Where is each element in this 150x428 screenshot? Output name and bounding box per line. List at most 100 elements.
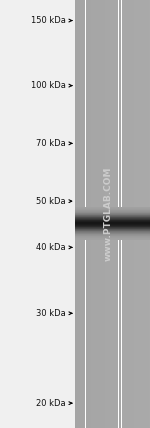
- Bar: [89, 0, 90, 428]
- Bar: [103, 0, 104, 428]
- Bar: [75, 219, 150, 220]
- Bar: [144, 0, 145, 428]
- Bar: [138, 0, 139, 428]
- Bar: [75, 210, 150, 211]
- Bar: [129, 0, 130, 428]
- Bar: [75, 0, 76, 428]
- Text: 150 kDa: 150 kDa: [31, 16, 66, 25]
- Bar: [80, 0, 81, 428]
- Bar: [75, 220, 150, 221]
- Bar: [147, 0, 148, 428]
- Bar: [0, 0, 75, 428]
- Bar: [79, 0, 80, 428]
- Bar: [75, 209, 150, 210]
- Bar: [117, 0, 118, 428]
- Text: 20 kDa: 20 kDa: [36, 398, 66, 408]
- Bar: [75, 207, 150, 208]
- Text: 30 kDa: 30 kDa: [36, 309, 66, 318]
- Bar: [75, 238, 150, 239]
- Bar: [83, 0, 84, 428]
- Bar: [99, 0, 100, 428]
- Bar: [120, 0, 121, 428]
- Text: 50 kDa: 50 kDa: [36, 196, 66, 206]
- Bar: [93, 0, 94, 428]
- Bar: [75, 230, 150, 231]
- Bar: [75, 217, 150, 218]
- Bar: [137, 0, 138, 428]
- Bar: [96, 0, 97, 428]
- Bar: [75, 226, 150, 227]
- Bar: [114, 0, 115, 428]
- Bar: [149, 0, 150, 428]
- Bar: [92, 0, 93, 428]
- Bar: [75, 213, 150, 214]
- Bar: [75, 227, 150, 228]
- Bar: [75, 212, 150, 213]
- Bar: [75, 215, 150, 216]
- Text: 70 kDa: 70 kDa: [36, 139, 66, 148]
- Bar: [135, 0, 136, 428]
- Bar: [88, 0, 89, 428]
- Bar: [98, 0, 99, 428]
- Bar: [131, 0, 132, 428]
- Bar: [75, 208, 150, 209]
- Bar: [115, 0, 116, 428]
- Bar: [111, 0, 112, 428]
- Bar: [85, 0, 86, 428]
- Bar: [100, 0, 101, 428]
- Bar: [108, 0, 109, 428]
- Bar: [110, 0, 111, 428]
- Bar: [76, 0, 77, 428]
- Bar: [142, 0, 143, 428]
- Bar: [75, 214, 150, 215]
- Bar: [122, 0, 123, 428]
- Bar: [121, 0, 122, 428]
- Bar: [97, 0, 98, 428]
- Bar: [75, 229, 150, 230]
- Bar: [103, 0, 104, 428]
- Bar: [146, 0, 147, 428]
- Bar: [75, 228, 150, 229]
- Bar: [128, 0, 129, 428]
- Bar: [112, 0, 113, 428]
- Text: www.PTGLAB.COM: www.PTGLAB.COM: [103, 167, 112, 261]
- Text: 100 kDa: 100 kDa: [31, 81, 66, 90]
- Bar: [104, 0, 105, 428]
- Bar: [75, 232, 150, 233]
- Bar: [130, 0, 131, 428]
- Bar: [86, 0, 87, 428]
- Bar: [105, 0, 106, 428]
- Bar: [133, 0, 134, 428]
- Bar: [75, 236, 150, 237]
- Text: 40 kDa: 40 kDa: [36, 243, 66, 252]
- Bar: [127, 0, 128, 428]
- Bar: [125, 0, 126, 428]
- Bar: [113, 0, 114, 428]
- Bar: [143, 0, 144, 428]
- Bar: [140, 0, 141, 428]
- Bar: [75, 222, 150, 223]
- Bar: [75, 223, 150, 224]
- Bar: [141, 0, 142, 428]
- Bar: [82, 0, 83, 428]
- Bar: [75, 211, 150, 212]
- Bar: [118, 0, 119, 428]
- Bar: [75, 233, 150, 234]
- Bar: [81, 0, 82, 428]
- Bar: [75, 234, 150, 235]
- Bar: [148, 0, 149, 428]
- Bar: [95, 0, 96, 428]
- Bar: [75, 235, 150, 236]
- Bar: [75, 225, 150, 226]
- Bar: [75, 231, 150, 232]
- Bar: [75, 221, 150, 222]
- Bar: [119, 0, 120, 428]
- Bar: [106, 0, 107, 428]
- Bar: [109, 0, 110, 428]
- Bar: [78, 0, 79, 428]
- Bar: [123, 0, 124, 428]
- Bar: [90, 0, 91, 428]
- Bar: [101, 0, 102, 428]
- Bar: [134, 0, 135, 428]
- Bar: [124, 0, 125, 428]
